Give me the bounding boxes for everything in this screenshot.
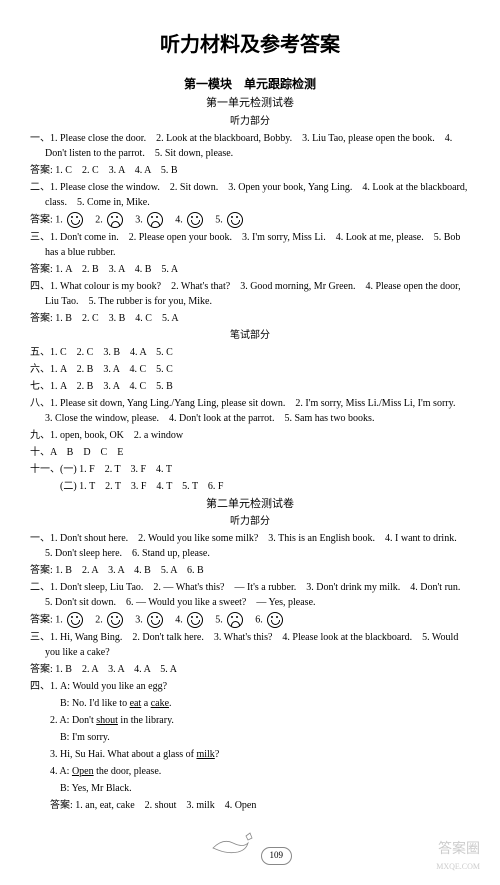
smile-icon	[187, 612, 203, 628]
smile-icon	[187, 212, 203, 228]
page-number: 109	[261, 847, 293, 865]
u2-q4-l6: 4. A: Open the door, please.	[30, 764, 470, 779]
q9: 九、1. open, book, OK 2. a window	[30, 428, 470, 443]
sad-icon	[107, 212, 123, 228]
written-label: 笔试部分	[30, 328, 470, 343]
smile-icon	[107, 612, 123, 628]
footer: 109 答案圈 MXQE.COM	[30, 828, 470, 865]
dolphin-icon	[208, 828, 258, 858]
q3-ans: 答案: 1. A 2. B 3. A 4. B 5. A	[30, 262, 470, 277]
q3-text: 三、1. Don't come in. 2. Please open your …	[30, 230, 470, 260]
smile-icon	[267, 612, 283, 628]
q1-text: 一、1. Please close the door. 2. Look at t…	[30, 131, 470, 161]
module-title: 第一模块 单元跟踪检测	[30, 75, 470, 93]
q7: 七、1. A 2. B 3. A 4. C 5. B	[30, 379, 470, 394]
q4-ans: 答案: 1. B 2. C 3. B 4. C 5. A	[30, 311, 470, 326]
unit1-title: 第一单元检测试卷	[30, 95, 470, 112]
q11a: 十一、(一) 1. F 2. T 3. F 4. T	[30, 462, 470, 477]
q2-ans: 答案: 1. 2. 3. 4. 5.	[30, 212, 470, 228]
q4-text: 四、1. What colour is my book? 2. What's t…	[30, 279, 470, 309]
u2-q4-l4: B: I'm sorry.	[30, 730, 470, 745]
q11b: (二) 1. T 2. T 3. F 4. T 5. T 6. F	[30, 479, 470, 494]
u2-q2-ans: 答案: 1. 2. 3. 4. 5. 6.	[30, 612, 470, 628]
smile-icon	[227, 212, 243, 228]
sad-icon	[227, 612, 243, 628]
u2-q1-text: 一、1. Don't shout here. 2. Would you like…	[30, 531, 470, 561]
u2-q3-ans: 答案: 1. B 2. A 3. A 4. A 5. A	[30, 662, 470, 677]
u2-q2-ans-label: 答案: 1.	[30, 614, 63, 625]
q8: 八、1. Please sit down, Yang Ling./Yang Li…	[30, 396, 470, 426]
q6: 六、1. A 2. B 3. A 4. C 5. C	[30, 362, 470, 377]
listening-label-2: 听力部分	[30, 514, 470, 529]
u2-q4-l7: B: Yes, Mr Black.	[30, 781, 470, 796]
u2-q4-l2: B: No. I'd like to eat a cake.	[30, 696, 470, 711]
watermark-sub: MXQE.COM	[436, 861, 480, 873]
u2-q4-l1: 四、1. A: Would you like an egg?	[30, 679, 470, 694]
u2-q4-l5: 3. Hi, Su Hai. What about a glass of mil…	[30, 747, 470, 762]
q2-text: 二、1. Please close the window. 2. Sit dow…	[30, 180, 470, 210]
sad-icon	[147, 212, 163, 228]
smile-icon	[67, 612, 83, 628]
smile-icon	[147, 612, 163, 628]
q5: 五、1. C 2. C 3. B 4. A 5. C	[30, 345, 470, 360]
watermark: 答案圈	[438, 839, 480, 860]
u2-q3-text: 三、1. Hi, Wang Bing. 2. Don't talk here. …	[30, 630, 470, 660]
u2-q4-ans: 答案: 1. an, eat, cake 2. shout 3. milk 4.…	[30, 798, 470, 813]
unit2-title: 第二单元检测试卷	[30, 496, 470, 513]
u2-q4-l3: 2. A: Don't shout in the library.	[30, 713, 470, 728]
listening-label: 听力部分	[30, 114, 470, 129]
main-title: 听力材料及参考答案	[30, 30, 470, 60]
q2-ans-label: 答案: 1.	[30, 214, 63, 225]
q10: 十、A B D C E	[30, 445, 470, 460]
smile-icon	[67, 212, 83, 228]
u2-q2-text: 二、1. Don't sleep, Liu Tao. 2. — What's t…	[30, 580, 470, 610]
q1-ans: 答案: 1. C 2. C 3. A 4. A 5. B	[30, 163, 470, 178]
u2-q1-ans: 答案: 1. B 2. A 3. A 4. B 5. A 6. B	[30, 563, 470, 578]
